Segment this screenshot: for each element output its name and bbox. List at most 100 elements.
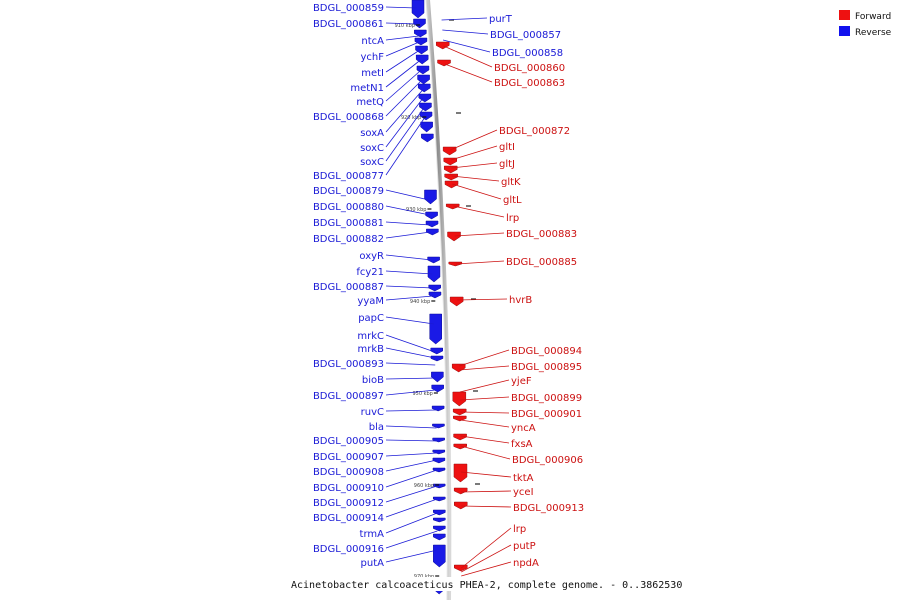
forward-gene-label[interactable]: gltL <box>503 195 522 206</box>
reverse-gene-arrow[interactable] <box>425 211 438 220</box>
reverse-gene-arrow[interactable] <box>418 93 432 103</box>
forward-gene-label[interactable]: BDGL_000857 <box>490 30 561 41</box>
reverse-gene-label[interactable]: putA <box>361 558 385 569</box>
reverse-gene-label[interactable]: BDGL_000908 <box>313 467 384 478</box>
reverse-gene-label[interactable]: BDGL_000879 <box>313 186 384 197</box>
forward-gene-label[interactable]: gltJ <box>499 159 515 170</box>
reverse-gene-arrow[interactable] <box>416 65 430 75</box>
reverse-gene-arrow[interactable] <box>420 121 433 133</box>
reverse-gene-label[interactable]: BDGL_000882 <box>313 234 384 245</box>
reverse-gene-label[interactable]: yyaM <box>357 296 384 307</box>
forward-gene-arrow[interactable] <box>452 391 467 407</box>
reverse-gene-label[interactable]: soxA <box>360 128 384 139</box>
reverse-gene-arrow[interactable] <box>428 291 442 299</box>
forward-gene-arrow[interactable] <box>447 231 461 242</box>
forward-gene-arrow[interactable] <box>453 415 467 422</box>
reverse-gene-arrow[interactable] <box>426 228 439 236</box>
reverse-gene-arrow[interactable] <box>433 525 446 532</box>
reverse-gene-label[interactable]: BDGL_000881 <box>313 218 384 229</box>
reverse-gene-label[interactable]: mrkB <box>357 344 384 355</box>
forward-gene-label[interactable]: BDGL_000858 <box>492 48 563 59</box>
forward-gene-arrow[interactable] <box>444 173 458 181</box>
forward-gene-arrow[interactable] <box>453 463 468 483</box>
reverse-gene-label[interactable]: BDGL_000859 <box>313 3 384 14</box>
reverse-gene-arrow[interactable] <box>414 29 427 38</box>
forward-gene-label[interactable]: hvrB <box>509 295 532 306</box>
reverse-gene-arrow[interactable] <box>413 18 426 29</box>
reverse-gene-label[interactable]: soxC <box>360 143 384 154</box>
forward-gene-label[interactable]: yncA <box>511 423 536 434</box>
reverse-gene-arrow[interactable] <box>432 467 446 473</box>
reverse-gene-label[interactable]: ychF <box>360 52 384 63</box>
forward-gene-label[interactable]: lrp <box>506 213 519 224</box>
reverse-gene-label[interactable]: soxC <box>360 157 384 168</box>
forward-gene-arrow[interactable] <box>444 180 459 189</box>
reverse-gene-label[interactable]: trmA <box>360 529 385 540</box>
forward-gene-arrow[interactable] <box>453 433 467 441</box>
reverse-gene-label[interactable]: BDGL_000861 <box>313 19 384 30</box>
reverse-gene-arrow[interactable] <box>427 265 441 283</box>
reverse-gene-label[interactable]: fcy21 <box>356 267 384 278</box>
reverse-gene-arrow[interactable] <box>419 102 432 112</box>
reverse-gene-label[interactable]: BDGL_000877 <box>313 171 384 182</box>
forward-gene-label[interactable]: putP <box>513 541 536 552</box>
forward-gene-label[interactable]: gltI <box>499 142 515 153</box>
forward-gene-arrow[interactable] <box>453 487 468 495</box>
forward-gene-label[interactable]: BDGL_000863 <box>494 78 565 89</box>
forward-gene-label[interactable]: npdA <box>513 558 539 569</box>
reverse-gene-arrow[interactable] <box>415 54 429 65</box>
reverse-gene-label[interactable]: ntcA <box>361 36 384 47</box>
reverse-gene-arrow[interactable] <box>432 457 446 464</box>
reverse-gene-label[interactable]: BDGL_000880 <box>313 202 384 213</box>
reverse-gene-arrow[interactable] <box>432 423 445 429</box>
forward-gene-arrow[interactable] <box>453 443 467 450</box>
reverse-gene-arrow[interactable] <box>433 517 446 523</box>
forward-gene-label[interactable]: BDGL_000901 <box>511 409 582 420</box>
forward-gene-label[interactable]: BDGL_000906 <box>512 455 583 466</box>
reverse-gene-label[interactable]: BDGL_000907 <box>313 452 384 463</box>
forward-gene-arrow[interactable] <box>443 157 458 166</box>
forward-gene-arrow[interactable] <box>448 261 463 267</box>
reverse-gene-arrow[interactable] <box>431 384 444 393</box>
reverse-gene-label[interactable]: mrkC <box>357 331 384 342</box>
forward-gene-label[interactable]: BDGL_000883 <box>506 229 577 240</box>
reverse-gene-arrow[interactable] <box>429 313 442 345</box>
reverse-gene-arrow[interactable] <box>411 0 425 19</box>
reverse-gene-arrow[interactable] <box>415 45 428 55</box>
reverse-gene-label[interactable]: metI <box>361 68 384 79</box>
reverse-gene-arrow[interactable] <box>425 220 439 228</box>
reverse-gene-arrow[interactable] <box>432 496 446 502</box>
forward-gene-arrow[interactable] <box>443 165 458 174</box>
forward-gene-label[interactable]: BDGL_000894 <box>511 346 582 357</box>
forward-gene-label[interactable]: yjeF <box>511 376 532 387</box>
reverse-gene-arrow[interactable] <box>414 37 428 46</box>
reverse-gene-arrow[interactable] <box>433 544 446 568</box>
reverse-gene-label[interactable]: metQ <box>356 97 384 108</box>
reverse-gene-arrow[interactable] <box>431 405 445 412</box>
forward-gene-label[interactable]: fxsA <box>511 439 533 450</box>
reverse-gene-arrow[interactable] <box>424 189 437 205</box>
reverse-gene-label[interactable]: BDGL_000893 <box>313 359 384 370</box>
forward-gene-arrow[interactable] <box>445 203 460 210</box>
reverse-gene-label[interactable]: BDGL_000912 <box>313 498 384 509</box>
forward-gene-label[interactable]: BDGL_000872 <box>499 126 570 137</box>
forward-gene-label[interactable]: BDGL_000913 <box>513 503 584 514</box>
reverse-gene-arrow[interactable] <box>430 355 444 362</box>
reverse-gene-arrow[interactable] <box>417 83 431 93</box>
forward-gene-arrow[interactable] <box>437 59 451 67</box>
reverse-gene-label[interactable]: BDGL_000905 <box>313 436 384 447</box>
reverse-gene-label[interactable]: BDGL_000897 <box>313 391 384 402</box>
reverse-gene-label[interactable]: BDGL_000914 <box>313 513 384 524</box>
forward-gene-label[interactable]: purT <box>489 14 513 25</box>
reverse-gene-label[interactable]: papC <box>358 313 384 324</box>
reverse-gene-label[interactable]: BDGL_000910 <box>313 483 384 494</box>
forward-gene-label[interactable]: BDGL_000860 <box>494 63 565 74</box>
forward-gene-arrow[interactable] <box>452 408 467 416</box>
forward-gene-label[interactable]: BDGL_000899 <box>511 393 582 404</box>
reverse-gene-label[interactable]: BDGL_000887 <box>313 282 384 293</box>
reverse-gene-label[interactable]: BDGL_000916 <box>313 544 384 555</box>
reverse-gene-arrow[interactable] <box>433 533 446 541</box>
forward-gene-label[interactable]: tktA <box>513 473 534 484</box>
reverse-gene-arrow[interactable] <box>421 133 434 143</box>
forward-gene-arrow[interactable] <box>451 363 466 373</box>
